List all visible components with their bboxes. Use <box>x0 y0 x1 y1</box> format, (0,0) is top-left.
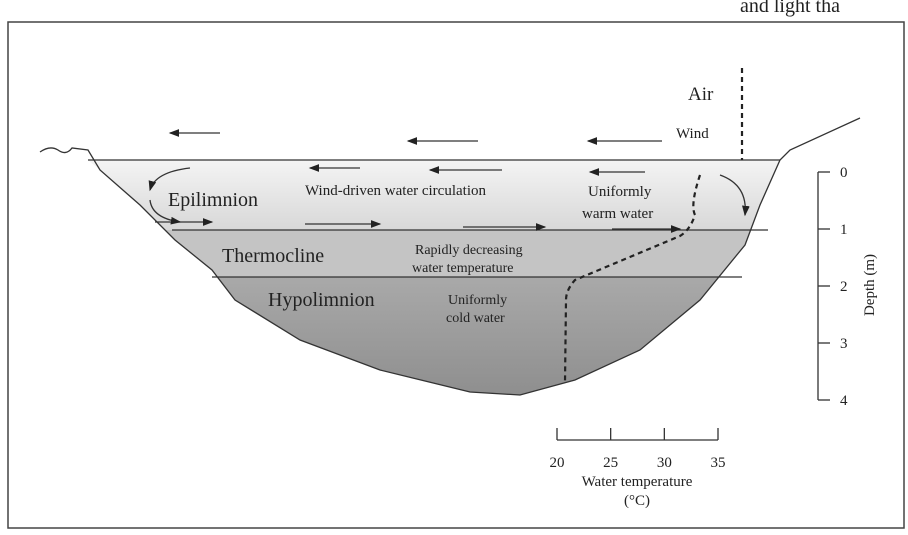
depth-tick-label: 0 <box>840 165 848 181</box>
label-cold: cold water <box>446 311 505 326</box>
label-decreasing: water temperature <box>412 261 513 276</box>
lake-outline <box>39 117 861 396</box>
depth-tick-label: 4 <box>840 393 848 409</box>
label-circulation: Wind-driven water circulation <box>305 183 486 199</box>
label-cold: Uniformly <box>448 293 507 308</box>
frame <box>7 21 905 529</box>
temperature-tick-label: 30 <box>657 455 672 471</box>
temperature-tick-label: 25 <box>603 455 618 471</box>
depth-title: Depth (m) <box>862 254 878 316</box>
depth-tick-label: 2 <box>840 279 848 295</box>
header-fragment: and light tha <box>740 0 840 17</box>
temperature-tick-label: 20 <box>550 455 565 471</box>
label-epilimnion: Epilimnion <box>168 189 258 211</box>
depth-axis: 0 1 2 3 4 <box>817 165 848 409</box>
temperature-title: Water temperature <box>582 474 693 490</box>
wind-arrows <box>148 129 750 233</box>
label-thermocline: Thermocline <box>222 245 324 267</box>
depth-tick-label: 3 <box>840 336 848 352</box>
label-warm: Uniformly <box>588 184 652 200</box>
temperature-axis: 20 25 30 35 <box>550 428 726 471</box>
label-decreasing: Rapidly decreasing <box>415 243 523 258</box>
depth-tick-label: 1 <box>840 222 848 238</box>
label-warm: warm water <box>582 206 653 222</box>
temperature-tick-label: 35 <box>711 455 726 471</box>
temperature-title: (°C) <box>624 493 650 509</box>
label-hypolimnion: Hypolimnion <box>268 289 375 311</box>
temperature-profile <box>563 68 744 383</box>
label-air: Air <box>688 84 714 105</box>
label-wind: Wind <box>676 126 709 142</box>
